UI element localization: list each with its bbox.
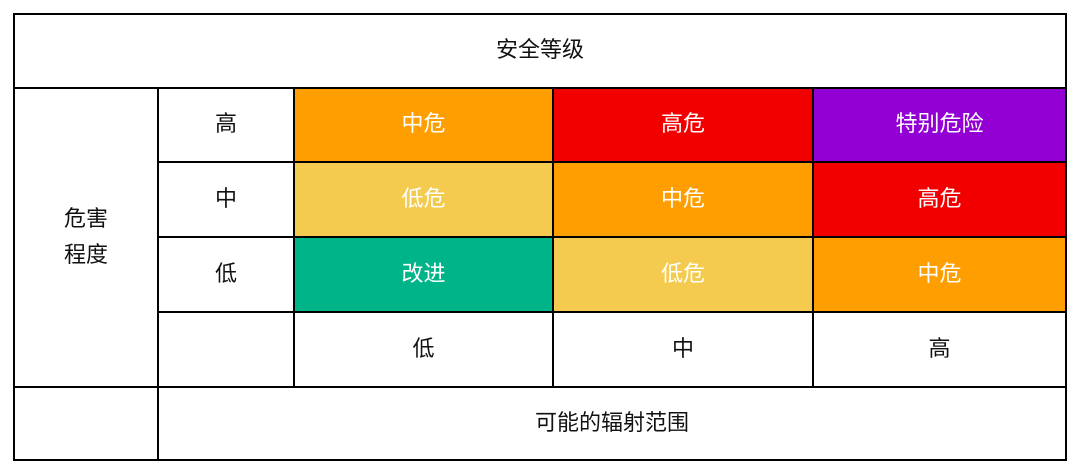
table-title: 安全等级 bbox=[495, 38, 584, 64]
column-axis-label: 可能的辐射范围 bbox=[534, 410, 689, 436]
matrix-cell-r1-c1: 中危 bbox=[294, 88, 553, 162]
border-axis-col-right bbox=[157, 87, 159, 461]
border-right bbox=[1065, 13, 1067, 461]
border-axis-row-bottom bbox=[13, 386, 1067, 388]
matrix-cell-r1-c2: 高危 bbox=[553, 88, 813, 162]
border-left bbox=[13, 13, 15, 461]
column-label-high: 高 bbox=[928, 336, 951, 362]
matrix-cell-r2-c3: 高危 bbox=[813, 162, 1066, 237]
column-label-medium: 中 bbox=[671, 336, 694, 362]
matrix-cell-r1-c3: 特别危险 bbox=[813, 88, 1066, 162]
matrix-cell-r2-c2: 中危 bbox=[553, 162, 813, 237]
matrix-cell-r3-c2: 低危 bbox=[553, 237, 813, 312]
border-row3-bottom bbox=[157, 311, 1067, 313]
border-row1-bottom bbox=[157, 161, 1067, 163]
border-rowlabel-col-right bbox=[293, 87, 295, 388]
bottom-left-empty-cell bbox=[14, 387, 158, 460]
border-col2-right bbox=[812, 87, 814, 388]
column-label-low: 低 bbox=[412, 336, 435, 362]
border-title-bottom bbox=[13, 87, 1067, 89]
row-axis-label: 危害 程度 bbox=[14, 88, 158, 387]
matrix-cell-r3-c3: 中危 bbox=[813, 237, 1066, 312]
border-top bbox=[13, 13, 1067, 15]
row-axis-label-text: 危害 程度 bbox=[63, 207, 108, 268]
corner-empty-cell bbox=[158, 312, 294, 387]
matrix-cell-r2-c1: 低危 bbox=[294, 162, 553, 237]
row-label-medium: 中 bbox=[214, 186, 237, 212]
border-row2-bottom bbox=[157, 236, 1067, 238]
row-label-high: 高 bbox=[214, 112, 237, 138]
border-col1-right bbox=[552, 87, 554, 388]
row-label-low: 低 bbox=[214, 261, 237, 287]
border-bottom bbox=[13, 459, 1067, 461]
matrix-cell-r3-c1: 改进 bbox=[294, 237, 553, 312]
